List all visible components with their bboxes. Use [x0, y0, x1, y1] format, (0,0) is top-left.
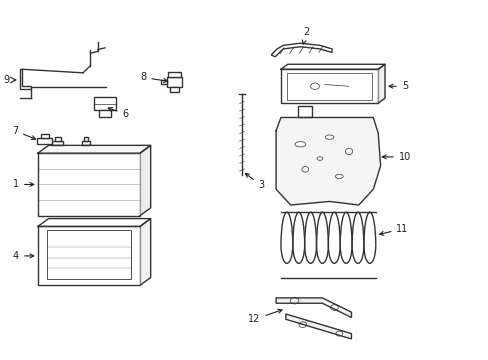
Bar [286, 73, 372, 100]
Text: 6: 6 [108, 108, 128, 119]
Bar [41, 134, 48, 138]
Bar [38, 153, 140, 216]
Bar [52, 141, 63, 145]
Text: 4: 4 [13, 251, 34, 261]
Bar [46, 230, 131, 279]
Polygon shape [140, 145, 150, 216]
Bar [170, 87, 179, 93]
Bar [83, 138, 88, 141]
Bar [38, 226, 140, 285]
Text: 5: 5 [388, 81, 407, 91]
Text: 10: 10 [382, 152, 410, 162]
Polygon shape [285, 314, 351, 339]
Bar [37, 138, 52, 144]
Polygon shape [140, 219, 150, 285]
Polygon shape [271, 43, 331, 57]
Text: 7: 7 [12, 126, 36, 139]
Text: 3: 3 [245, 174, 264, 190]
Polygon shape [276, 298, 351, 318]
Bar [81, 141, 90, 145]
Bar [297, 106, 311, 117]
Bar [281, 69, 377, 103]
Text: 8: 8 [140, 72, 167, 82]
Text: 11: 11 [379, 224, 408, 235]
Polygon shape [276, 117, 380, 205]
Bar [168, 72, 181, 77]
Bar [55, 138, 61, 141]
Bar [94, 97, 116, 111]
Text: 1: 1 [13, 180, 34, 189]
Text: 9: 9 [3, 75, 9, 85]
Bar [166, 77, 182, 87]
Text: 2: 2 [302, 27, 309, 44]
Polygon shape [377, 64, 384, 103]
Bar [99, 111, 111, 117]
Polygon shape [38, 145, 150, 153]
Text: 12: 12 [247, 309, 282, 324]
Bar [161, 80, 167, 84]
Polygon shape [20, 69, 30, 89]
